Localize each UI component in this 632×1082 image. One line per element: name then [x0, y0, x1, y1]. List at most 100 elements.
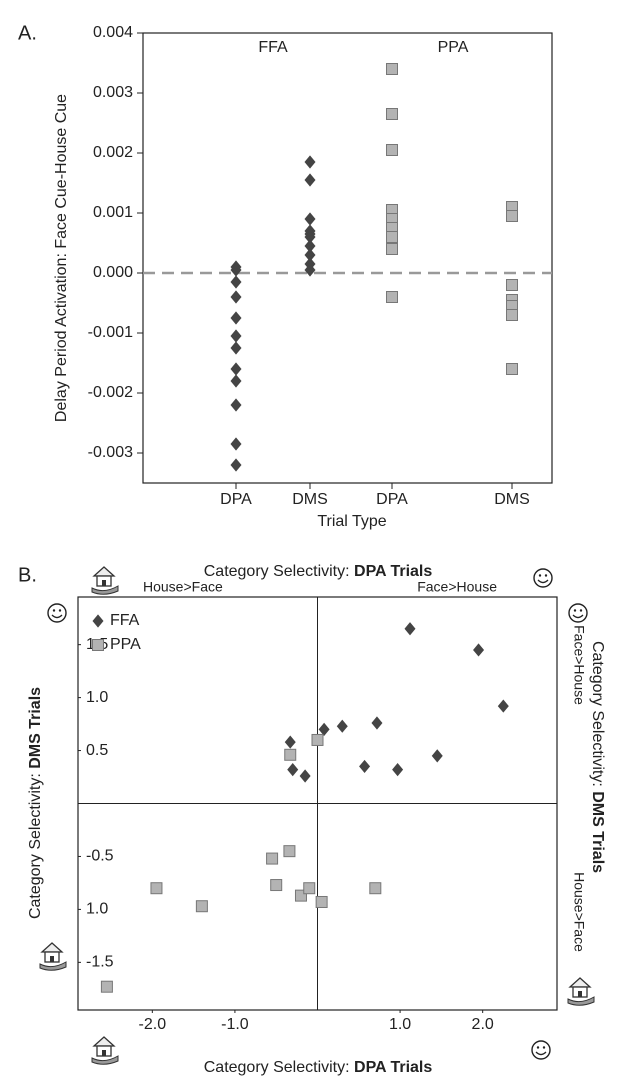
diamond-marker	[230, 341, 242, 355]
plot-frame	[142, 32, 553, 484]
diamond-marker	[230, 398, 242, 412]
y-tick-label: 0.001	[93, 204, 133, 221]
diamond-marker	[230, 362, 242, 376]
diamond-marker	[392, 763, 404, 777]
y-tick-label: -0.001	[88, 324, 133, 341]
group-label: PPA	[438, 39, 469, 56]
y-tick-label: 0.004	[93, 24, 133, 41]
house-icon	[567, 977, 595, 1006]
square-marker	[369, 882, 382, 895]
square-marker	[195, 900, 208, 913]
diamond-marker	[230, 374, 242, 388]
square-marker	[311, 733, 324, 746]
x-tick-label: DPA	[376, 491, 408, 508]
square-marker	[506, 309, 518, 321]
square-marker	[386, 231, 398, 243]
square-marker	[386, 108, 398, 120]
square-marker	[92, 639, 104, 651]
diamond-marker	[359, 759, 371, 774]
y-tick-label: -0.003	[88, 444, 133, 461]
diamond-marker	[497, 699, 509, 713]
diamond-marker	[304, 263, 316, 277]
top-label: Category Selectivity: DPA Trials	[204, 563, 433, 580]
diamond-marker	[304, 248, 316, 262]
square-marker	[294, 889, 307, 902]
smiley-icon	[47, 603, 67, 623]
diamond-marker	[230, 329, 242, 343]
label-bold: DMS Trials	[589, 791, 606, 873]
square-marker	[266, 852, 279, 865]
square-marker	[150, 882, 163, 895]
diamond-marker	[284, 735, 296, 749]
right-label: Category Selectivity: DMS Trials	[589, 641, 606, 873]
top-left-label: House>Face	[143, 579, 223, 595]
right-bottom-label: House>Face	[571, 872, 587, 952]
diamond-marker	[230, 290, 242, 304]
label-text: Category Selectivity:	[204, 563, 354, 580]
diamond-marker	[336, 719, 348, 733]
diamond-marker	[304, 239, 316, 253]
square-marker	[386, 144, 398, 156]
square-marker	[386, 291, 398, 303]
y-tick-label: 0.000	[93, 264, 133, 281]
panel-a: A. Delay Period Activation: Face Cue-Hou…	[18, 22, 553, 530]
label-text: Category Selectivity:	[589, 641, 606, 791]
label-bold: DMS Trials	[27, 687, 44, 769]
diamond-marker	[230, 311, 242, 325]
square-marker	[506, 363, 518, 375]
y-tick-label: 1.0	[86, 689, 108, 706]
square-marker	[100, 980, 113, 993]
diamond-marker	[304, 212, 316, 226]
y-tick-label: 0.003	[93, 84, 133, 101]
x-tick-label: DPA	[220, 491, 252, 508]
smiley-icon	[531, 1040, 551, 1060]
y-tick-label: 0.002	[93, 144, 133, 161]
legend-label: PPA	[110, 636, 141, 653]
y-tick-label: -1.5	[86, 954, 114, 971]
square-marker	[270, 879, 283, 892]
square-marker	[303, 882, 316, 895]
top-right-label: Face>House	[417, 579, 497, 595]
x-axis-label: Category Selectivity: DPA Trials	[204, 1059, 433, 1076]
diamond-marker	[230, 263, 242, 277]
diamond-marker	[92, 614, 104, 628]
house-icon	[91, 566, 119, 595]
y-axis-label: Delay Period Activation: Face Cue-House …	[53, 94, 70, 422]
diamond-marker	[371, 716, 383, 730]
x-axis-label: Trial Type	[317, 513, 386, 530]
label-text: Category Selectivity:	[204, 1059, 354, 1076]
diamond-marker	[230, 437, 242, 451]
panel-label: A.	[18, 22, 37, 44]
panel-label: B.	[18, 564, 37, 586]
label-bold: DPA Trials	[354, 1059, 432, 1076]
y-tick-label: 1.0	[86, 901, 108, 918]
square-marker	[506, 279, 518, 291]
group-label: FFA	[258, 39, 288, 56]
diamond-marker	[230, 458, 242, 472]
smiley-icon	[533, 568, 553, 588]
x-tick-label: -1.0	[221, 1016, 249, 1033]
y-axis-label: Category Selectivity: DMS Trials	[27, 687, 44, 919]
house-icon	[39, 942, 67, 971]
square-marker	[506, 210, 518, 222]
diamond-marker	[299, 769, 311, 783]
diamond-marker	[404, 622, 416, 636]
square-marker	[386, 63, 398, 75]
y-tick-label: -0.002	[88, 384, 133, 401]
y-tick-label: -0.5	[86, 848, 114, 865]
x-tick-label: 2.0	[472, 1016, 494, 1033]
diamond-marker	[473, 643, 485, 657]
square-marker	[386, 243, 398, 255]
diamond-marker	[304, 155, 316, 169]
diamond-marker	[230, 275, 242, 289]
x-tick-label: -2.0	[139, 1016, 167, 1033]
x-tick-label: DMS	[292, 491, 328, 508]
smiley-icon	[568, 603, 588, 623]
diamond-marker	[318, 722, 330, 736]
right-top-label: Face>House	[571, 625, 587, 705]
square-marker	[284, 748, 297, 761]
diamond-marker	[287, 763, 299, 777]
y-tick-label: 0.5	[86, 742, 108, 759]
diamond-marker	[431, 749, 443, 763]
